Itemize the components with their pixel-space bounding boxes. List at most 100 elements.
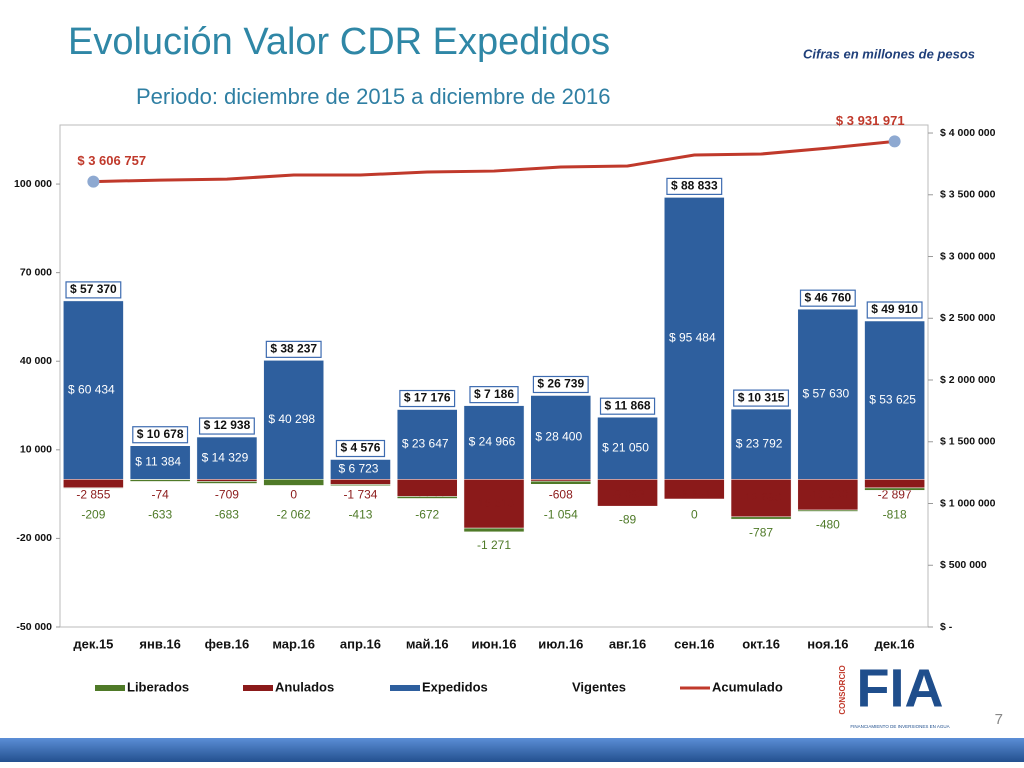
bar-value-label: $ 11 384 xyxy=(135,455,181,469)
bar xyxy=(263,479,324,486)
bar xyxy=(63,487,124,489)
y2-tick-label: $ 1 500 000 xyxy=(940,436,996,448)
logo-top: CONSORCIO xyxy=(838,665,847,714)
bar-value-label: -2 897 xyxy=(878,488,912,502)
bar xyxy=(664,197,725,480)
note: Cifras en millones de pesos xyxy=(803,46,975,61)
total-label: $ 17 176 xyxy=(404,391,451,405)
legend-swatch xyxy=(243,685,273,691)
total-label: $ 12 938 xyxy=(204,418,251,432)
bar xyxy=(63,300,124,480)
bar-value-label: -10 390 xyxy=(807,488,848,502)
bar-value-label: -2 855 xyxy=(76,488,110,502)
x-tick-label: окт.16 xyxy=(742,636,780,651)
bar xyxy=(797,479,859,511)
y2-tick-label: $ 500 000 xyxy=(940,559,987,571)
total-box xyxy=(335,439,386,458)
bar xyxy=(597,416,658,480)
bar xyxy=(530,480,592,485)
x-tick-label: янв.16 xyxy=(139,636,181,651)
x-tick-label: июн.16 xyxy=(471,636,516,651)
bar xyxy=(730,516,792,520)
bar-value-label: $ 60 434 xyxy=(68,382,115,396)
chart-title: Evolución Valor CDR Expedidos xyxy=(68,21,610,63)
y2-tick-label: $ 1 000 000 xyxy=(940,497,996,509)
total-box xyxy=(866,301,923,319)
bar-value-label: -413 xyxy=(348,508,372,522)
plot-area xyxy=(59,124,929,628)
y-tick-label: 100 000 xyxy=(14,178,52,190)
legend-label: Vigentes xyxy=(572,679,626,694)
bar-value-label: -608 xyxy=(549,488,573,502)
bar-value-label: -683 xyxy=(215,508,239,522)
legend-swatch xyxy=(390,685,420,691)
bar xyxy=(396,496,458,499)
bar xyxy=(730,479,792,518)
bar-value-label: -9 093 xyxy=(611,488,645,502)
page-number: 7 xyxy=(995,711,1003,728)
total-label: $ 46 760 xyxy=(804,290,851,304)
line-value-label: $ 3 606 757 xyxy=(77,153,146,168)
bar xyxy=(864,320,925,480)
total-box xyxy=(599,397,656,415)
legend-label: Anulados xyxy=(275,679,334,694)
bar-value-label: $ 53 625 xyxy=(869,392,916,406)
total-label: $ 88 833 xyxy=(671,179,718,193)
total-box xyxy=(799,289,856,307)
x-tick-label: апр.16 xyxy=(340,636,381,651)
line-marker xyxy=(87,175,100,188)
bar xyxy=(330,479,391,485)
total-label: $ 49 910 xyxy=(871,302,918,316)
y2-tick-label: $ 2 000 000 xyxy=(940,374,996,386)
line-value-label: $ 3 931 971 xyxy=(836,113,905,128)
bar xyxy=(396,409,458,480)
legend-swatch xyxy=(95,685,125,691)
bar-value-label: -633 xyxy=(148,508,172,522)
bar-value-label: $ 14 329 xyxy=(202,450,249,464)
bar xyxy=(463,405,525,480)
bar-value-label: -209 xyxy=(81,508,105,522)
bar-value-label: -74 xyxy=(151,488,169,502)
y2-tick-label: $ 2 500 000 xyxy=(940,312,996,324)
x-tick-label: ноя.16 xyxy=(807,636,848,651)
footer-band xyxy=(0,738,1024,762)
y2-tick-label: $ - xyxy=(940,621,953,633)
bar xyxy=(530,395,592,480)
bar-value-label: $ 95 484 xyxy=(669,331,716,345)
logo-name: FIA xyxy=(857,658,944,718)
y-tick-label: -20 000 xyxy=(16,532,52,544)
y2-tick-label: $ 3 000 000 xyxy=(940,250,996,262)
legend-label: Liberados xyxy=(127,679,189,694)
bar-value-label: -709 xyxy=(215,488,239,502)
bar-value-label: -5 799 xyxy=(410,488,444,502)
total-label: $ 57 370 xyxy=(70,282,117,296)
bar xyxy=(196,436,258,480)
bar-value-label: -16 510 xyxy=(474,496,515,510)
bar-value-label: -1 054 xyxy=(544,508,578,522)
bar xyxy=(263,360,324,480)
bar xyxy=(63,479,124,489)
chart-subtitle: Periodo: diciembre de 2015 a diciembre d… xyxy=(136,84,611,109)
total-box xyxy=(532,375,589,394)
total-label: $ 26 739 xyxy=(537,377,584,391)
total-label: $ 38 237 xyxy=(270,342,317,356)
bar-value-label: $ 23 792 xyxy=(736,436,783,450)
bar-value-label: -6 651 xyxy=(677,488,711,502)
x-tick-label: мар.16 xyxy=(272,636,315,651)
bar-value-label: -1 734 xyxy=(343,488,377,502)
y-tick-label: -50 000 xyxy=(16,621,52,633)
y-tick-label: 70 000 xyxy=(20,266,52,278)
bar-value-label: -787 xyxy=(749,525,773,539)
bar-value-label: 0 xyxy=(290,488,297,502)
legend-label: Acumulado xyxy=(712,679,783,694)
bar-value-label: $ 57 630 xyxy=(802,386,849,400)
bar xyxy=(730,408,792,480)
bar xyxy=(129,479,191,482)
bar xyxy=(463,479,525,529)
total-label: $ 11 868 xyxy=(605,398,651,412)
legend-label: Expedidos xyxy=(422,679,488,694)
bar-value-label: -818 xyxy=(883,508,907,522)
total-box xyxy=(65,281,122,299)
bar xyxy=(330,484,391,486)
